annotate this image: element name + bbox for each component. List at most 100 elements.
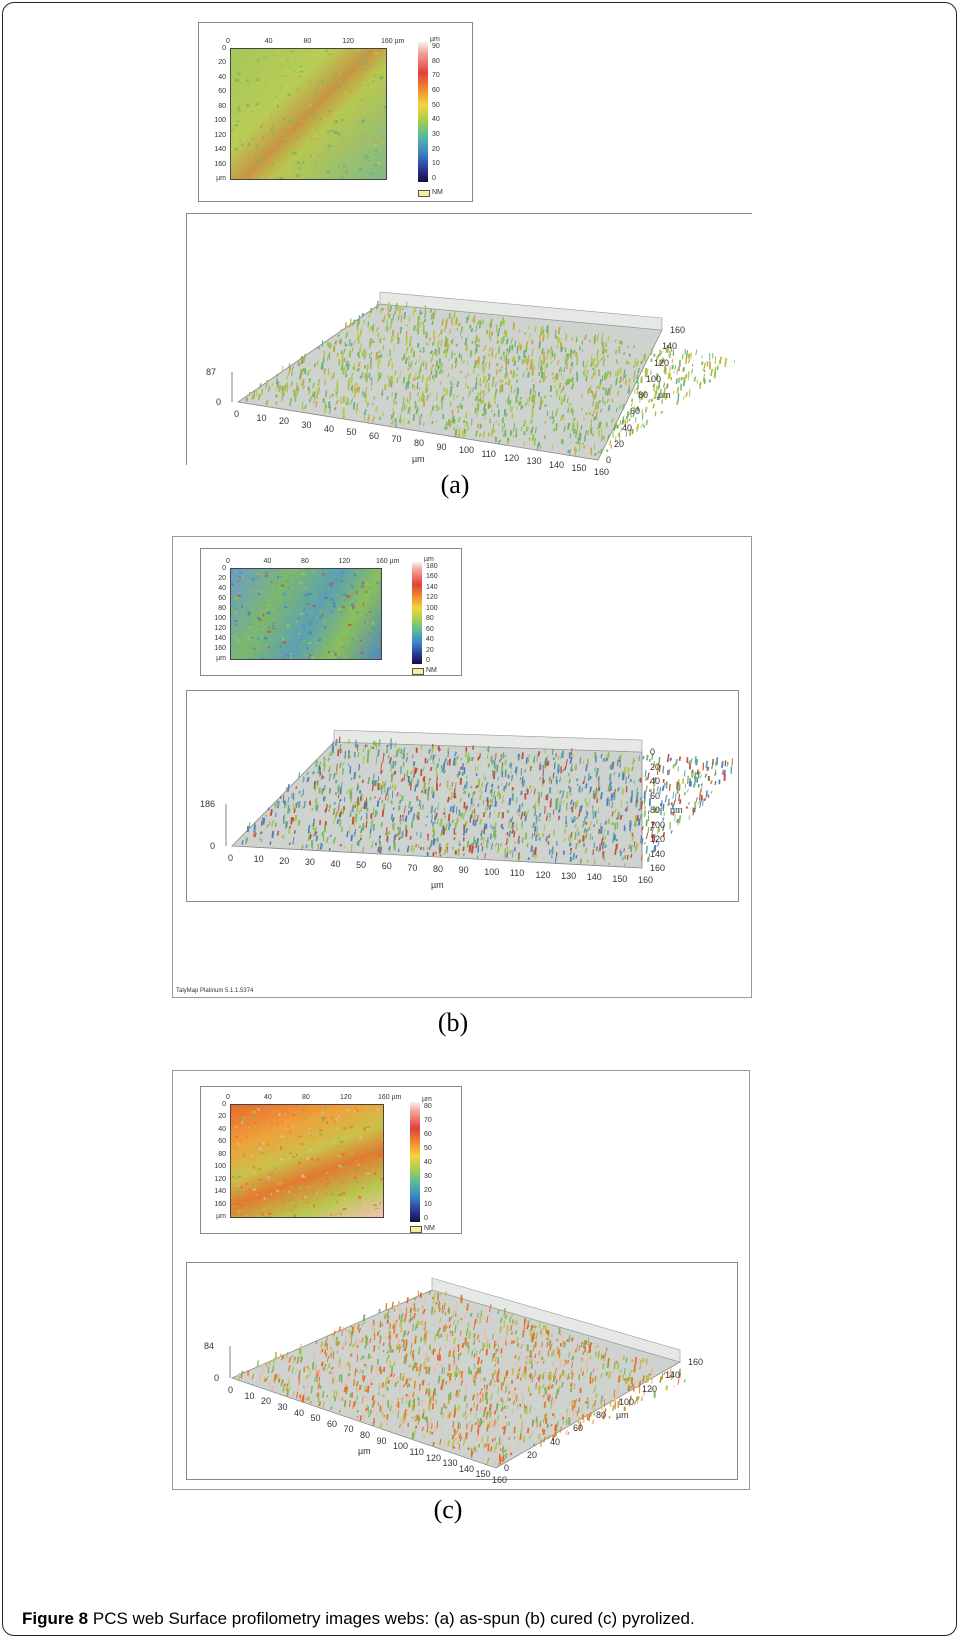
scale-tick-a: 80 xyxy=(432,57,440,65)
surface-x-tick-b: 140 xyxy=(586,872,602,883)
surface-y-tick-b: 40 xyxy=(650,776,661,786)
nm-label-a: NM xyxy=(432,189,443,196)
surface-x-tick-b: 130 xyxy=(561,870,577,881)
height-map-texture-c xyxy=(231,1107,383,1217)
map-y-tick-b: 100 xyxy=(214,615,226,622)
scale-tick-b: 60 xyxy=(426,625,434,633)
map-y-tick-c: 120 xyxy=(214,1175,226,1183)
map-y-tick-b: 80 xyxy=(218,605,226,612)
scale-tick-b: 180 xyxy=(426,563,438,570)
surface-x-tick-a: 150 xyxy=(571,463,587,474)
surface-x-unit-c: µm xyxy=(358,1446,371,1456)
map-y-tick-b: 140 xyxy=(214,635,226,642)
surface-y-tick-b: 120 xyxy=(650,834,666,844)
surface-y-tick-c: 20 xyxy=(527,1449,538,1460)
surface-x-tick-b: 150 xyxy=(612,873,628,884)
surface-y-tick-c: 120 xyxy=(642,1383,658,1394)
scale-tick-a: 0 xyxy=(432,175,436,182)
scale-tick-a: 70 xyxy=(432,72,440,80)
nm-label-c: NM xyxy=(424,1225,435,1232)
map-x-tick-a: 0 xyxy=(226,38,230,45)
surface-x-tick-c: 120 xyxy=(426,1452,442,1463)
color-scale-a xyxy=(418,42,428,182)
surface-x-tick-b: 100 xyxy=(484,866,500,877)
surface-x-tick-c: 0 xyxy=(228,1385,234,1395)
scale-unit-a: µm xyxy=(430,36,440,43)
map-y-tick-c: 0 xyxy=(222,1101,226,1108)
surface-y-tick-b: 80 xyxy=(650,805,661,815)
surface-x-tick-c: 110 xyxy=(409,1446,424,1457)
surface-x-tick-b: 10 xyxy=(253,854,264,865)
scale-tick-c: 50 xyxy=(424,1145,432,1152)
map-x-tick-c: 160 µm xyxy=(378,1094,402,1101)
scale-tick-a: 60 xyxy=(432,87,440,94)
scale-tick-b: 120 xyxy=(426,594,438,602)
surface-x-tick-b: 30 xyxy=(304,857,315,868)
map-x-tick-b: 120 xyxy=(338,558,351,565)
surface-y-tick-a: 120 xyxy=(654,357,670,368)
surface-z-zero-b: 0 xyxy=(210,841,216,851)
panel-b-label: (b) xyxy=(437,1008,469,1037)
surface-x-tick-c: 80 xyxy=(360,1430,371,1440)
surface-y-tick-b: 0 xyxy=(650,747,656,757)
surface-x-tick-a: 100 xyxy=(459,445,475,456)
surface-y-tick-c: 100 xyxy=(619,1396,635,1407)
scale-tick-c: 80 xyxy=(424,1103,432,1110)
scale-tick-b: 100 xyxy=(426,604,438,612)
surface-x-tick-a: 50 xyxy=(346,427,357,438)
map-y-tick-a: 0 xyxy=(222,45,226,52)
height-map-a xyxy=(230,48,387,180)
map-x-tick-a: 160 µm xyxy=(381,38,405,45)
scale-tick-b: 20 xyxy=(426,646,434,654)
surface-x-tick-b: 40 xyxy=(330,858,341,869)
figure-label: Figure 8 xyxy=(22,1609,89,1628)
surface-z-top-c: 84 xyxy=(204,1341,215,1351)
nm-swatch-c xyxy=(410,1226,422,1233)
surface-y-tick-b: 100 xyxy=(650,819,666,830)
color-scale-b xyxy=(412,562,422,664)
surface-y-tick-c: 40 xyxy=(550,1436,561,1447)
color-scale-c xyxy=(410,1102,420,1222)
surface-x-tick-c: 40 xyxy=(294,1407,305,1418)
surface-x-tick-b: 50 xyxy=(356,859,367,870)
panel-a-label: (a) xyxy=(440,470,470,499)
nm-label-b: NM xyxy=(426,667,437,674)
surface-y-tick-a: 80 xyxy=(638,390,649,400)
surface-x-tick-a: 30 xyxy=(301,419,312,430)
scale-unit-b: µm xyxy=(424,556,434,563)
nm-swatch-b xyxy=(412,668,424,675)
map-y-tick-b: 160 xyxy=(214,645,226,652)
map-y-tick-b: µm xyxy=(216,655,226,662)
surface-x-tick-c: 140 xyxy=(459,1463,475,1474)
surface-3d-box-a xyxy=(186,213,752,465)
surface-x-tick-b: 20 xyxy=(279,855,290,866)
surface-z-zero-c: 0 xyxy=(214,1373,220,1383)
surface-x-tick-c: 50 xyxy=(310,1413,321,1424)
map-y-tick-b: 20 xyxy=(218,575,226,582)
surface-y-unit-c: µm xyxy=(616,1410,629,1420)
surface-x-tick-a: 0 xyxy=(234,409,240,419)
panel-c-label: (c) xyxy=(433,1495,463,1524)
surface-y-tick-c: 160 xyxy=(688,1357,704,1367)
map-y-tick-c: 100 xyxy=(214,1163,226,1171)
scale-tick-c: 40 xyxy=(424,1159,432,1166)
map-y-tick-a: 140 xyxy=(214,146,226,154)
map-y-tick-c: 20 xyxy=(218,1113,226,1121)
surface-x-tick-a: 80 xyxy=(414,438,425,448)
scale-tick-a: 40 xyxy=(432,116,440,124)
height-map-texture-a xyxy=(231,49,386,179)
surface-y-tick-a: 140 xyxy=(662,341,678,352)
surface-y-unit-b: µm xyxy=(670,805,683,815)
surface-x-tick-b: 160 xyxy=(638,875,654,885)
surface-z-top-a: 87 xyxy=(206,367,217,377)
map-y-tick-a: 160 xyxy=(214,160,226,168)
surface-x-tick-b: 70 xyxy=(407,862,418,873)
surface-x-tick-c: 60 xyxy=(327,1418,338,1429)
map-y-tick-c: µm xyxy=(216,1213,226,1220)
map-y-tick-a: 20 xyxy=(218,59,226,67)
surface-x-tick-c: 100 xyxy=(393,1441,409,1452)
surface-y-tick-b: 160 xyxy=(650,863,666,873)
scale-tick-b: 140 xyxy=(426,583,438,591)
map-x-tick-c: 0 xyxy=(226,1094,230,1101)
scale-tick-a: 90 xyxy=(432,43,440,50)
